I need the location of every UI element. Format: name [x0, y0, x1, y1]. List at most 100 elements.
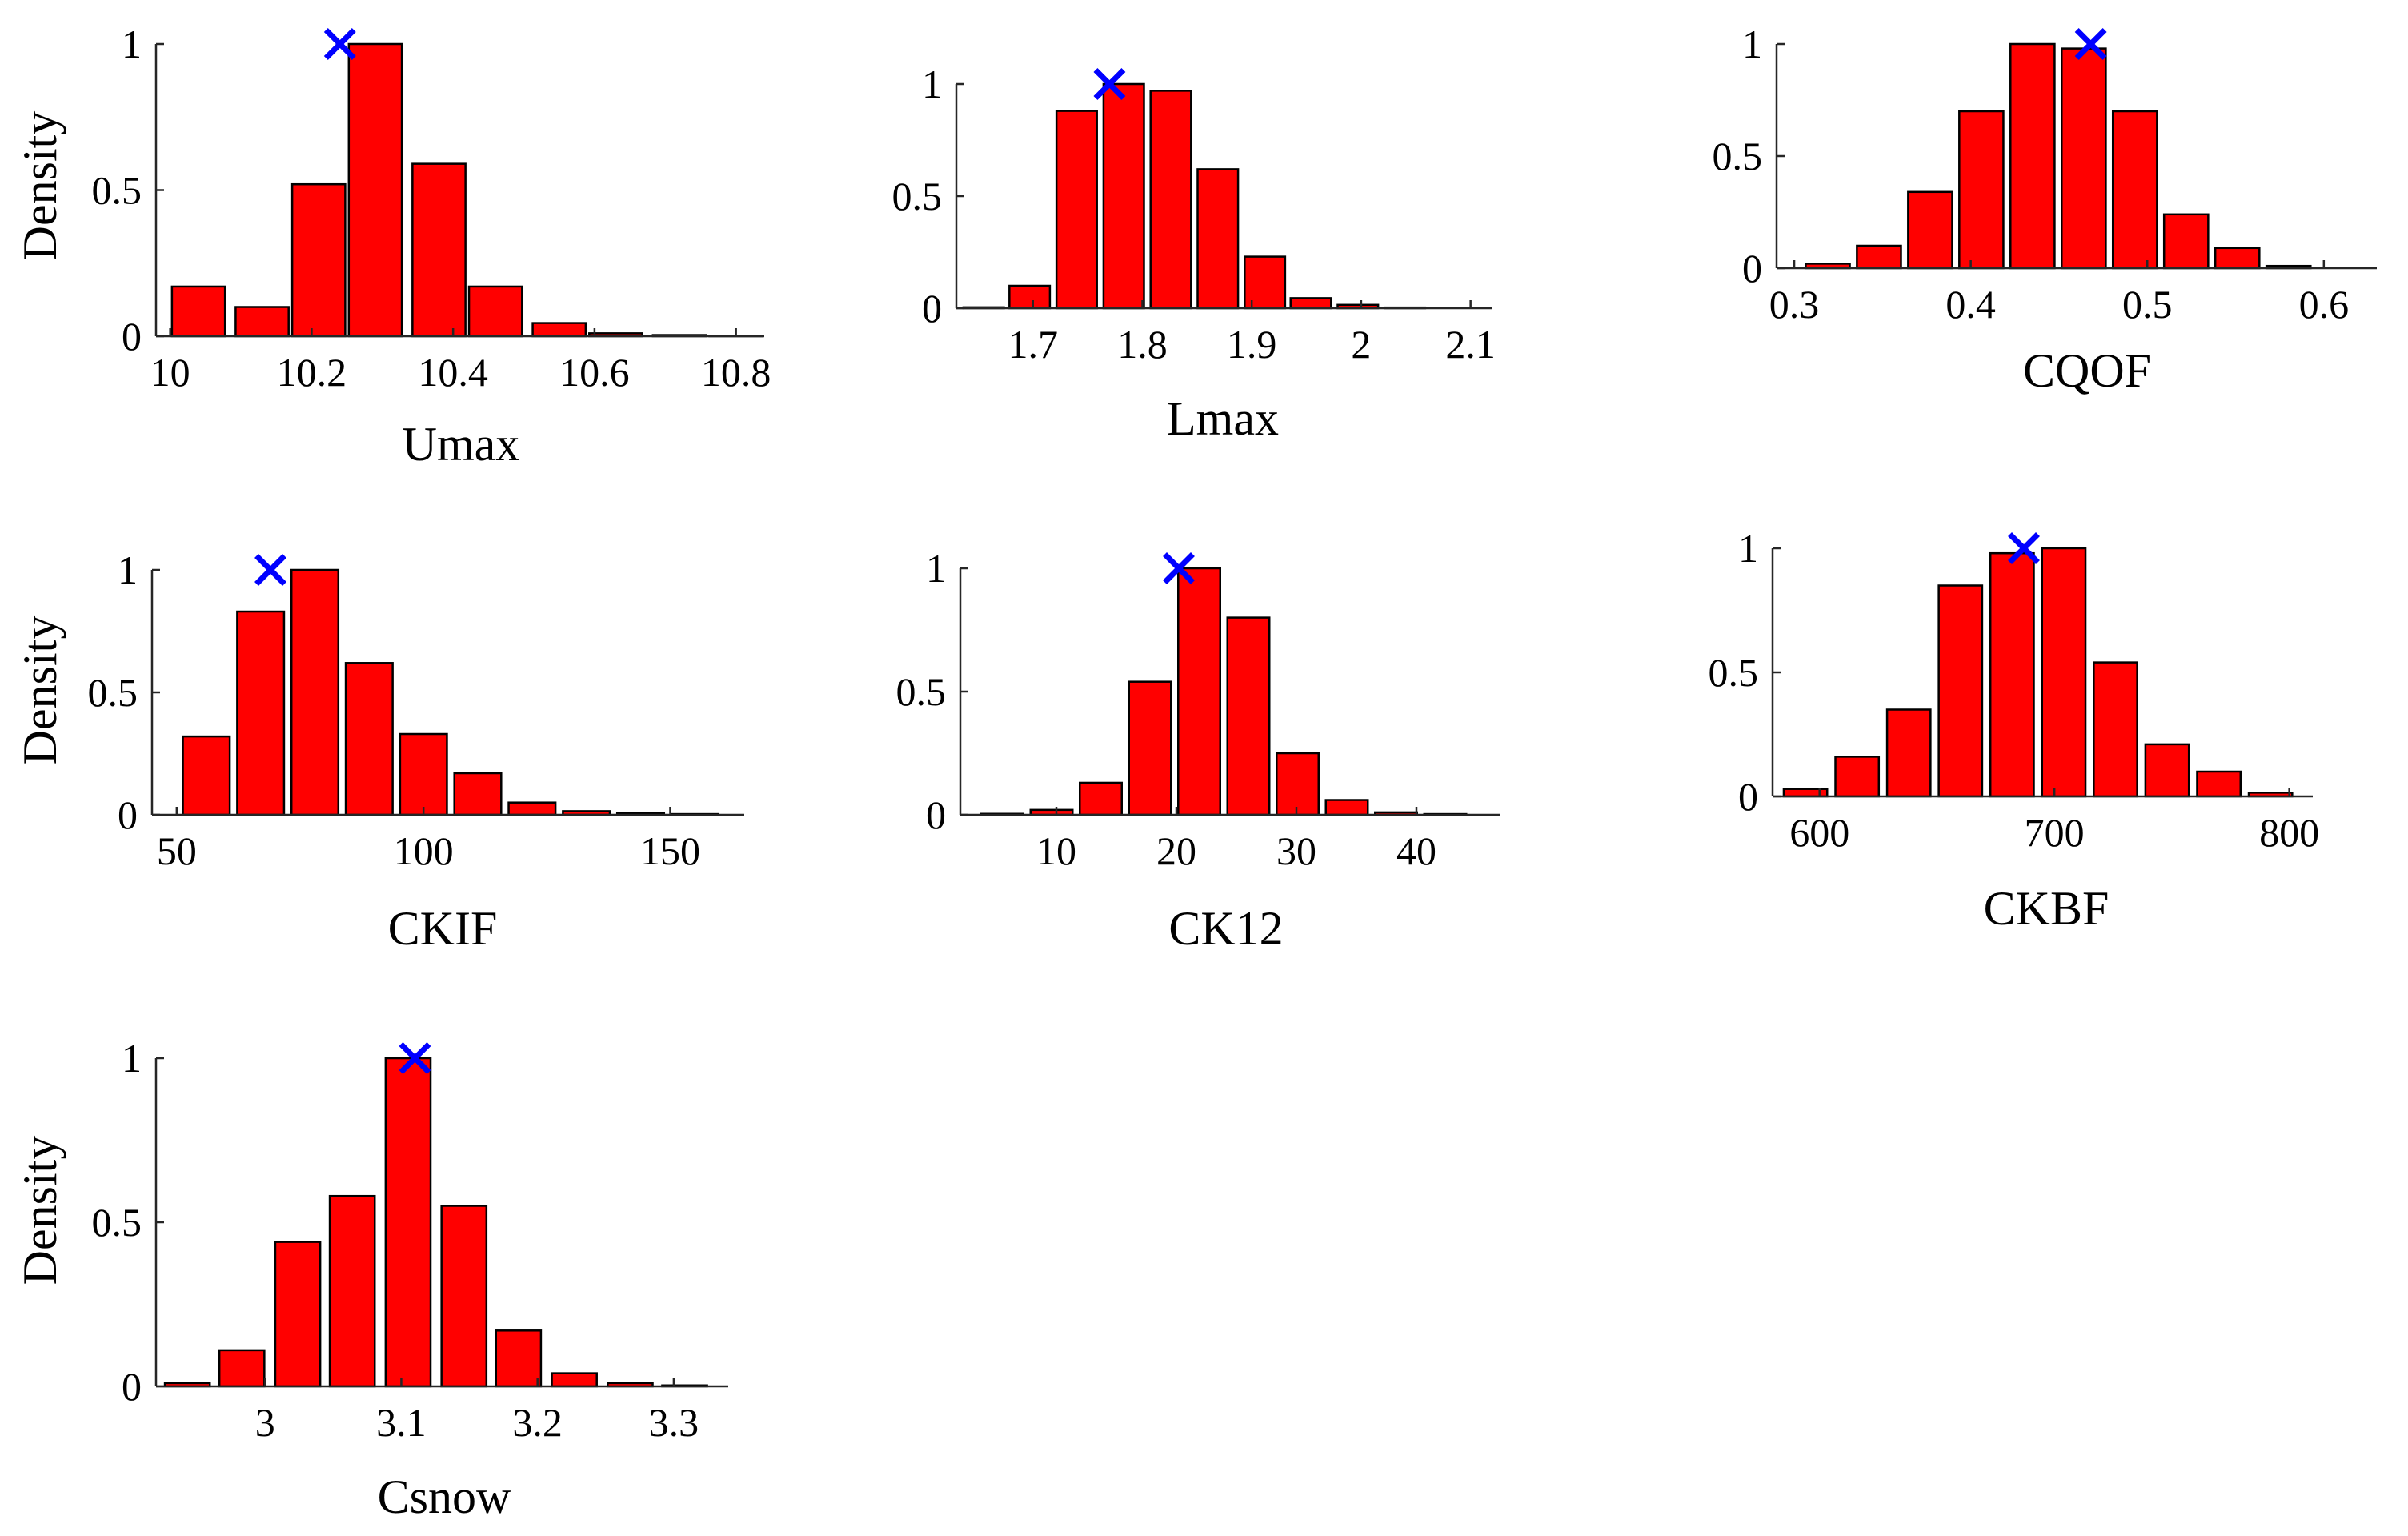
- bar-csnow-1: [218, 1349, 266, 1388]
- ylabel-ckif: Density: [14, 616, 66, 765]
- xtick-label-csnow-1: 3.1: [376, 1400, 427, 1445]
- bar-csnow-4: [384, 1057, 432, 1388]
- bar-ck12-7: [1324, 799, 1369, 816]
- bar-csnow-5: [440, 1205, 488, 1388]
- xtick-label-csnow-0: 3: [255, 1400, 275, 1445]
- xtick-label-umax-3: 10.6: [559, 350, 630, 395]
- bar-umax-6: [531, 322, 587, 338]
- bar-ck12-3: [1128, 680, 1172, 816]
- bar-ckif-6: [507, 801, 557, 816]
- bar-ckbf-6: [2093, 661, 2138, 798]
- subplot-ckbf: CKBF 0 0.5 1 600 700 800: [1709, 526, 2320, 935]
- bar-lmax-4: [1149, 90, 1192, 310]
- bar-umax-3: [347, 42, 403, 338]
- xtick-label-cqof-1: 0.4: [1945, 282, 1996, 327]
- bar-csnow-6: [495, 1329, 543, 1388]
- marker-ck12: [1163, 552, 1195, 584]
- ytick-label-lmax-2: 1: [922, 62, 942, 106]
- ytick-label-umax-0: 0: [122, 314, 142, 359]
- xtick-label-lmax-1: 1.8: [1117, 322, 1168, 367]
- ytick-label-ck12-1: 0.5: [896, 669, 947, 714]
- marker-stroke-b-ckif: [254, 554, 286, 586]
- ytick-label-cqof-1: 0.5: [1713, 134, 1763, 178]
- bar-ckbf-7: [2144, 743, 2190, 798]
- ytick-label-csnow-1: 0.5: [92, 1200, 142, 1245]
- bar-ckbf-8: [2196, 770, 2242, 798]
- ytick-label-ck12-0: 0: [926, 792, 946, 837]
- xtick-label-cqof-3: 0.6: [2299, 282, 2350, 327]
- bar-csnow-2: [274, 1241, 322, 1388]
- bar-ck12-6: [1276, 752, 1320, 816]
- xtick-label-csnow-3: 3.3: [649, 1400, 699, 1445]
- xtick-label-umax-1: 10.2: [277, 350, 347, 395]
- subplot-ck12: CK12 0 0.5 1 10 20 30 40: [896, 546, 1500, 955]
- xtick-label-umax-4: 10.8: [701, 350, 771, 395]
- xtick-label-ckif-1: 100: [394, 828, 454, 873]
- bar-lmax-5: [1196, 168, 1240, 310]
- marker-csnow: [399, 1042, 431, 1074]
- bar-cqof-2: [1907, 190, 1953, 270]
- ytick-label-lmax-1: 0.5: [892, 174, 943, 219]
- marker-stroke-b-cqof: [2074, 28, 2107, 60]
- bar-cqof-1: [1856, 244, 1902, 270]
- ytick-label-lmax-0: 0: [922, 286, 942, 331]
- xtick-label-csnow-2: 3.2: [512, 1400, 563, 1445]
- ytick-label-csnow-0: 0: [122, 1364, 142, 1409]
- xtick-label-lmax-0: 1.7: [1008, 322, 1058, 367]
- bar-csnow-3: [328, 1194, 376, 1388]
- bar-cqof-5: [2061, 47, 2107, 270]
- bar-csnow-7: [551, 1372, 598, 1388]
- xtick-label-lmax-2: 1.9: [1227, 322, 1277, 367]
- xtick-label-ck12-3: 40: [1396, 828, 1436, 873]
- subplot-csnow: Density Csnow 0 0.5 1 3 3.1 3.2 3.3: [14, 1036, 728, 1523]
- ytick-label-csnow-2: 1: [122, 1036, 142, 1081]
- bar-umax-0: [170, 285, 226, 338]
- xlabel-csnow: Csnow: [378, 1470, 511, 1523]
- marker-ckbf: [2008, 532, 2040, 564]
- xtick-label-ckbf-0: 600: [1789, 810, 1849, 855]
- bar-ckif-5: [453, 772, 503, 816]
- bar-ckif-4: [399, 732, 448, 816]
- bar-ckbf-2: [1885, 708, 1932, 798]
- bar-ckbf-3: [1937, 584, 1984, 798]
- bar-lmax-2: [1055, 110, 1098, 310]
- bar-ck12-5: [1226, 616, 1271, 816]
- marker-stroke-b-ckbf: [2008, 532, 2040, 564]
- xtick-label-ckif-0: 50: [157, 828, 197, 873]
- ytick-label-ckbf-1: 0.5: [1709, 650, 1759, 695]
- xtick-label-cqof-0: 0.3: [1769, 282, 1820, 327]
- xtick-label-ckbf-2: 800: [2259, 810, 2319, 855]
- marker-stroke-b-ck12: [1163, 552, 1195, 584]
- marker-stroke-b-umax: [323, 28, 356, 60]
- bar-lmax-7: [1289, 297, 1332, 310]
- bar-ckif-0: [182, 735, 231, 816]
- bar-cqof-6: [2111, 110, 2158, 270]
- bar-cqof-4: [2009, 42, 2056, 270]
- bar-ckbf-1: [1834, 756, 1881, 798]
- ylabel-umax: Density: [14, 111, 66, 261]
- xtick-label-ck12-0: 10: [1036, 828, 1076, 873]
- ytick-label-ckbf-2: 1: [1738, 526, 1758, 571]
- bar-ckbf-5: [2041, 547, 2087, 798]
- subplot-lmax: Lmax 0 0.5 1 1.7 1.8 1.9 2 2.1: [892, 62, 1496, 445]
- marker-lmax: [1093, 68, 1126, 100]
- xlabel-ck12: CK12: [1168, 902, 1283, 955]
- ylabel-csnow: Density: [14, 1136, 66, 1285]
- ytick-label-ck12-2: 1: [926, 546, 946, 591]
- xlabel-ckbf: CKBF: [1984, 882, 2110, 935]
- ytick-label-umax-2: 1: [122, 22, 142, 66]
- bar-umax-4: [411, 162, 467, 338]
- bar-umax-1: [234, 306, 290, 338]
- ytick-label-ckif-0: 0: [118, 792, 138, 837]
- marker-cqof: [2074, 28, 2107, 60]
- xlabel-umax: Umax: [403, 418, 520, 471]
- ytick-label-cqof-2: 1: [1742, 22, 1762, 66]
- xlabel-ckif: CKIF: [388, 902, 498, 955]
- bar-lmax-1: [1008, 284, 1052, 310]
- xtick-label-umax-0: 10: [150, 350, 190, 395]
- bar-ck12-4: [1177, 567, 1221, 816]
- bar-lmax-3: [1102, 82, 1145, 310]
- subplot-umax: Density Umax 0 0.5 1 10 10.2 10.4 10.6 10.8: [14, 22, 771, 471]
- bar-ckbf-4: [1989, 551, 2035, 798]
